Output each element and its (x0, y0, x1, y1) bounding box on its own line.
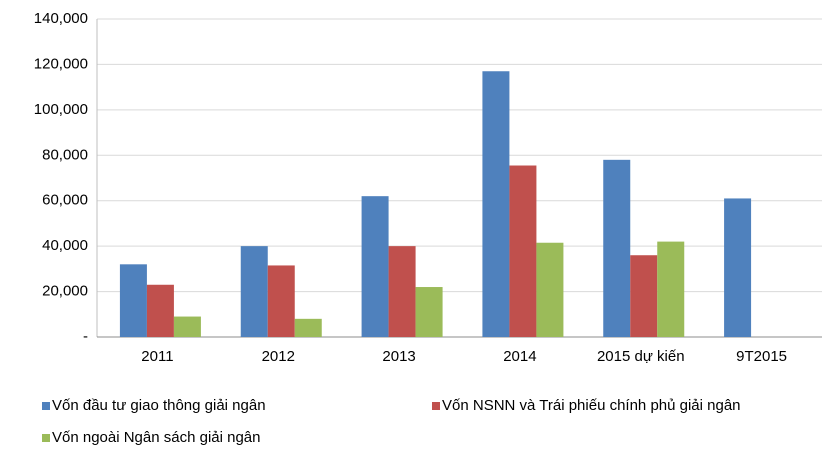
legend-swatch (432, 402, 440, 410)
y-tick-label: 120,000 (34, 55, 88, 72)
bar (267, 265, 295, 337)
bar (630, 255, 658, 337)
legend-swatch (42, 434, 50, 442)
bar (536, 242, 564, 337)
bar (361, 196, 389, 337)
legend-label: Vốn đầu tư giao thông giải ngân (52, 397, 266, 414)
x-tick-label: 2011 (141, 348, 173, 365)
bar (603, 159, 631, 337)
bar (240, 246, 268, 337)
x-tick-label: 9T2015 (736, 348, 787, 365)
y-tick-label: 140,000 (34, 10, 88, 27)
x-tick-label: 2012 (262, 348, 295, 365)
bar (509, 165, 537, 337)
y-tick-label: 40,000 (42, 237, 88, 254)
x-tick-label: 2013 (382, 348, 415, 365)
bar (724, 198, 752, 337)
bar (119, 264, 147, 337)
y-tick-label: 80,000 (42, 146, 88, 163)
legend-label: Vốn NSNN và Trái phiếu chính phủ giải ng… (442, 397, 741, 414)
bar (415, 287, 443, 337)
bar (173, 316, 201, 337)
y-tick-label: 100,000 (34, 101, 88, 118)
bar (294, 318, 322, 337)
y-tick-label: 20,000 (42, 283, 88, 300)
x-tick-label: 2015 dự kiến (597, 348, 685, 365)
bar (657, 241, 685, 337)
y-tick-label: 60,000 (42, 192, 88, 209)
bar (146, 284, 174, 337)
legend-label: Vốn ngoài Ngân sách giải ngân (52, 429, 261, 446)
bar (388, 246, 416, 337)
x-tick-label: 2014 (503, 348, 536, 365)
y-tick-label: - (83, 328, 88, 345)
bar (482, 71, 510, 337)
legend-swatch (42, 402, 50, 410)
